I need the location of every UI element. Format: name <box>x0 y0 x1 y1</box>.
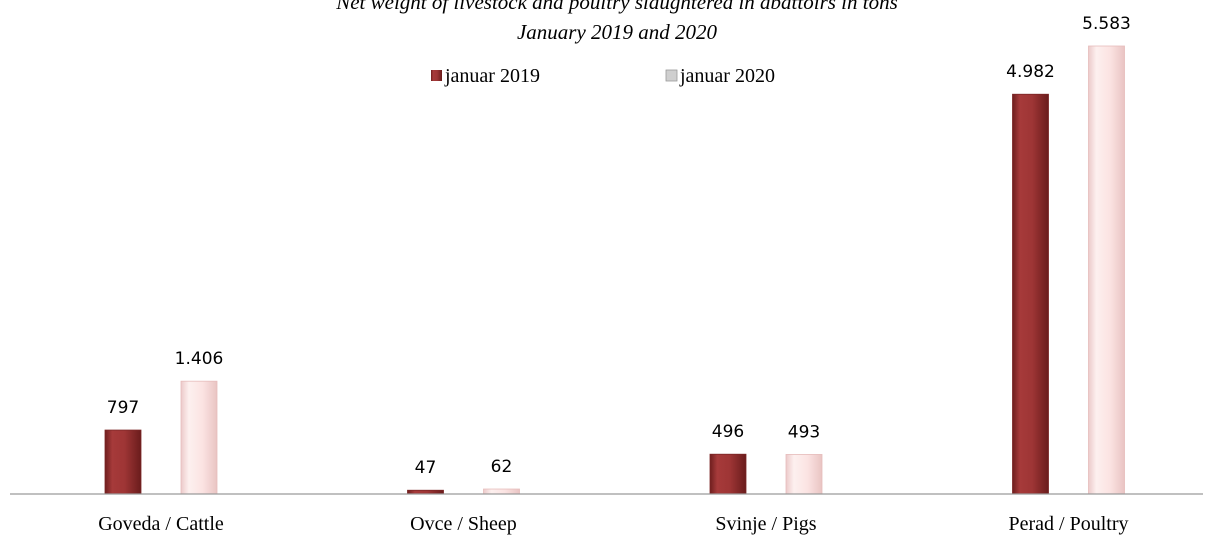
data-label-januar-2020-svinje-pigs: 493 <box>788 422 820 442</box>
legend-label-januar-2019: januar 2019 <box>444 65 540 87</box>
bar-januar-2020-svinje-pigs <box>785 454 823 495</box>
plot-area: 797 1.406 47 62 496 493 4.982 5.583 <box>104 14 1131 495</box>
legend-label-januar-2020: januar 2020 <box>679 65 775 87</box>
category-axis-labels: Goveda / Cattle Ovce / Sheep Svinje / Pigs… <box>98 513 1128 535</box>
chart-title-line-2: January 2019 and 2020 <box>517 20 718 44</box>
bar-januar-2020-goveda-cattle <box>180 380 218 495</box>
data-label-januar-2019-svinje-pigs: 496 <box>712 422 744 442</box>
data-label-januar-2019-perad-poultry: 4.982 <box>1006 62 1055 82</box>
legend: januar 2019 januar 2020 <box>431 65 775 87</box>
category-label-ovce-sheep: Ovce / Sheep <box>410 513 517 535</box>
data-label-januar-2019-goveda-cattle: 797 <box>107 398 139 418</box>
category-label-svinje-pigs: Svinje / Pigs <box>715 513 816 535</box>
bar-januar-2019-perad-poultry <box>1012 93 1049 495</box>
chart-title-line-1: Net weight of livestock and poultry slau… <box>335 0 898 14</box>
data-label-januar-2019-ovce-sheep: 47 <box>415 458 437 478</box>
data-label-januar-2020-ovce-sheep: 62 <box>491 457 513 477</box>
bar-januar-2020-perad-poultry <box>1088 45 1125 495</box>
legend-swatch-januar-2020 <box>665 69 678 82</box>
category-label-perad-poultry: Perad / Poultry <box>1009 513 1129 535</box>
bar-januar-2019-svinje-pigs <box>709 453 747 495</box>
category-label-goveda-cattle: Goveda / Cattle <box>98 513 224 535</box>
data-label-januar-2020-perad-poultry: 5.583 <box>1082 14 1131 34</box>
legend-swatch-januar-2019 <box>431 70 442 81</box>
bar-januar-2020-ovce-sheep <box>483 488 520 495</box>
bar-januar-2019-goveda-cattle <box>104 429 142 495</box>
data-label-januar-2020-goveda-cattle: 1.406 <box>175 349 224 369</box>
